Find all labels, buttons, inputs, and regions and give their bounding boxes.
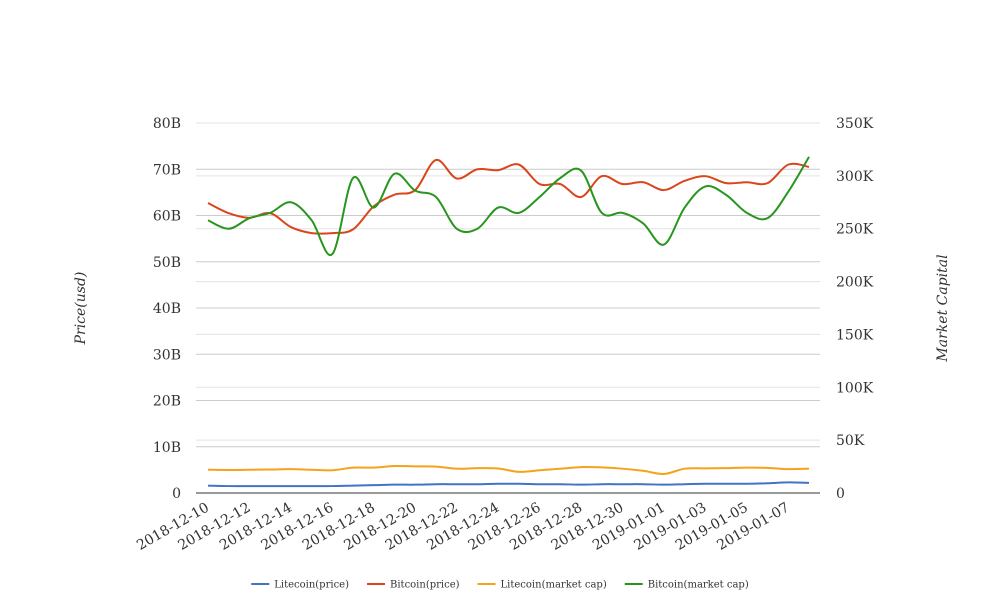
right-tick-label: 350K [836, 116, 874, 132]
legend-label-litecoin-market-cap: Litecoin(market cap) [501, 580, 607, 591]
right-tick-label: 100K [836, 380, 874, 396]
left-tick-label: 50B [153, 255, 181, 271]
right-tick-label: 250K [836, 222, 874, 238]
left-tick-label: 30B [153, 347, 181, 363]
left-tick-label: 20B [153, 394, 181, 410]
left-tick-label: 80B [153, 116, 181, 132]
series-line-bitcoin-price [207, 158, 810, 235]
right-tick-label: 200K [836, 275, 874, 291]
left-tick-label: 70B [153, 162, 181, 178]
left-tick-label: 40B [153, 301, 181, 317]
right-tick-label: 50K [836, 433, 865, 449]
left-axis-ticks: 0 10B 20B 30B 40B 50B 60B 70B 80B [153, 116, 181, 502]
right-axis-ticks: 0 50K 100K 150K 200K 250K 300K 350K [836, 116, 874, 502]
right-tick-label: 150K [836, 327, 874, 343]
series-line-bitcoin-market-cap [207, 156, 810, 257]
grid-lines [196, 122, 820, 448]
right-tick-label: 300K [836, 169, 874, 185]
right-axis-title: Market Capital [935, 254, 951, 362]
right-tick-label: 0 [836, 486, 845, 502]
left-tick-label: 10B [153, 440, 181, 456]
left-tick-label: 0 [172, 486, 181, 502]
legend-label-bitcoin-market-cap: Bitcoin(market cap) [648, 580, 749, 591]
legend-label-bitcoin-price: Bitcoin(price) [390, 580, 460, 591]
left-axis-title: Price(usd) [73, 272, 89, 346]
left-tick-label: 60B [153, 209, 181, 225]
legend-label-litecoin-price: Litecoin(price) [274, 580, 349, 591]
x-axis-ticks: 2018-12-102018-12-122018-12-142018-12-16… [134, 500, 792, 554]
legend: Litecoin(price) Bitcoin(price) Litecoin(ma… [251, 580, 749, 591]
series-line-litecoin-market-cap [207, 464, 810, 475]
series-line-litecoin-price [207, 481, 810, 488]
series-lines [207, 156, 810, 488]
